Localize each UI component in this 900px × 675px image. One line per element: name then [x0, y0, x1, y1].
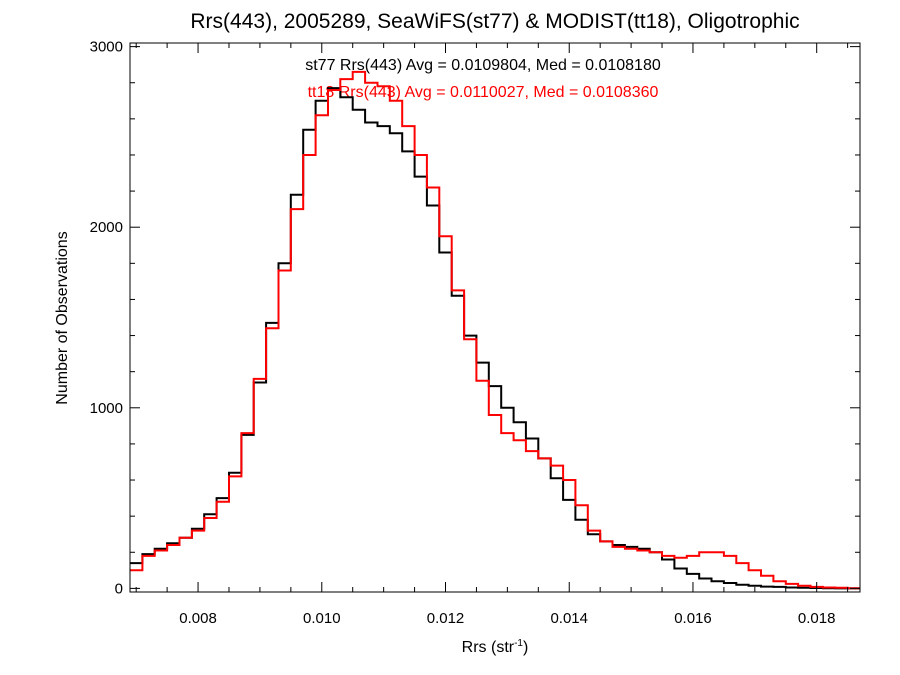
- x-tick-label: 0.018: [798, 610, 836, 627]
- y-tick-label: 0: [115, 580, 123, 597]
- chart-title: Rrs(443), 2005289, SeaWiFS(st77) & MODIS…: [190, 10, 799, 33]
- y-tick-label: 2000: [90, 219, 123, 236]
- y-tick-label: 1000: [90, 400, 123, 417]
- x-tick-label: 0.010: [303, 610, 341, 627]
- x-tick-label: 0.016: [674, 610, 712, 627]
- x-tick-label: 0.008: [179, 610, 217, 627]
- x-axis-label-text: Rrs (str: [462, 639, 515, 656]
- annotation-st77: st77 Rrs(443) Avg = 0.0109804, Med = 0.0…: [305, 57, 661, 74]
- plot-frame: [129, 42, 861, 593]
- x-axis-label-close: ): [523, 639, 528, 656]
- series-line-1: [130, 70, 860, 590]
- series-line-0: [130, 87, 860, 590]
- x-tick-label: 0.012: [427, 610, 465, 627]
- annotation-tt18: tt18 Rrs(443) Avg = 0.0110027, Med = 0.0…: [308, 84, 659, 101]
- x-tick-label: 0.014: [550, 610, 588, 627]
- axis-layer: 0.008 0.010 0.012 0.014 0.016 0.018 0 1000 2000 3…: [90, 39, 860, 627]
- series-layer: [130, 70, 860, 590]
- x-axis-label-superscript: -1: [514, 638, 523, 649]
- y-axis-label: Number of Observations: [54, 231, 71, 404]
- x-axis-label: Rrs (str-1): [462, 638, 529, 656]
- y-tick-label: 3000: [90, 39, 123, 56]
